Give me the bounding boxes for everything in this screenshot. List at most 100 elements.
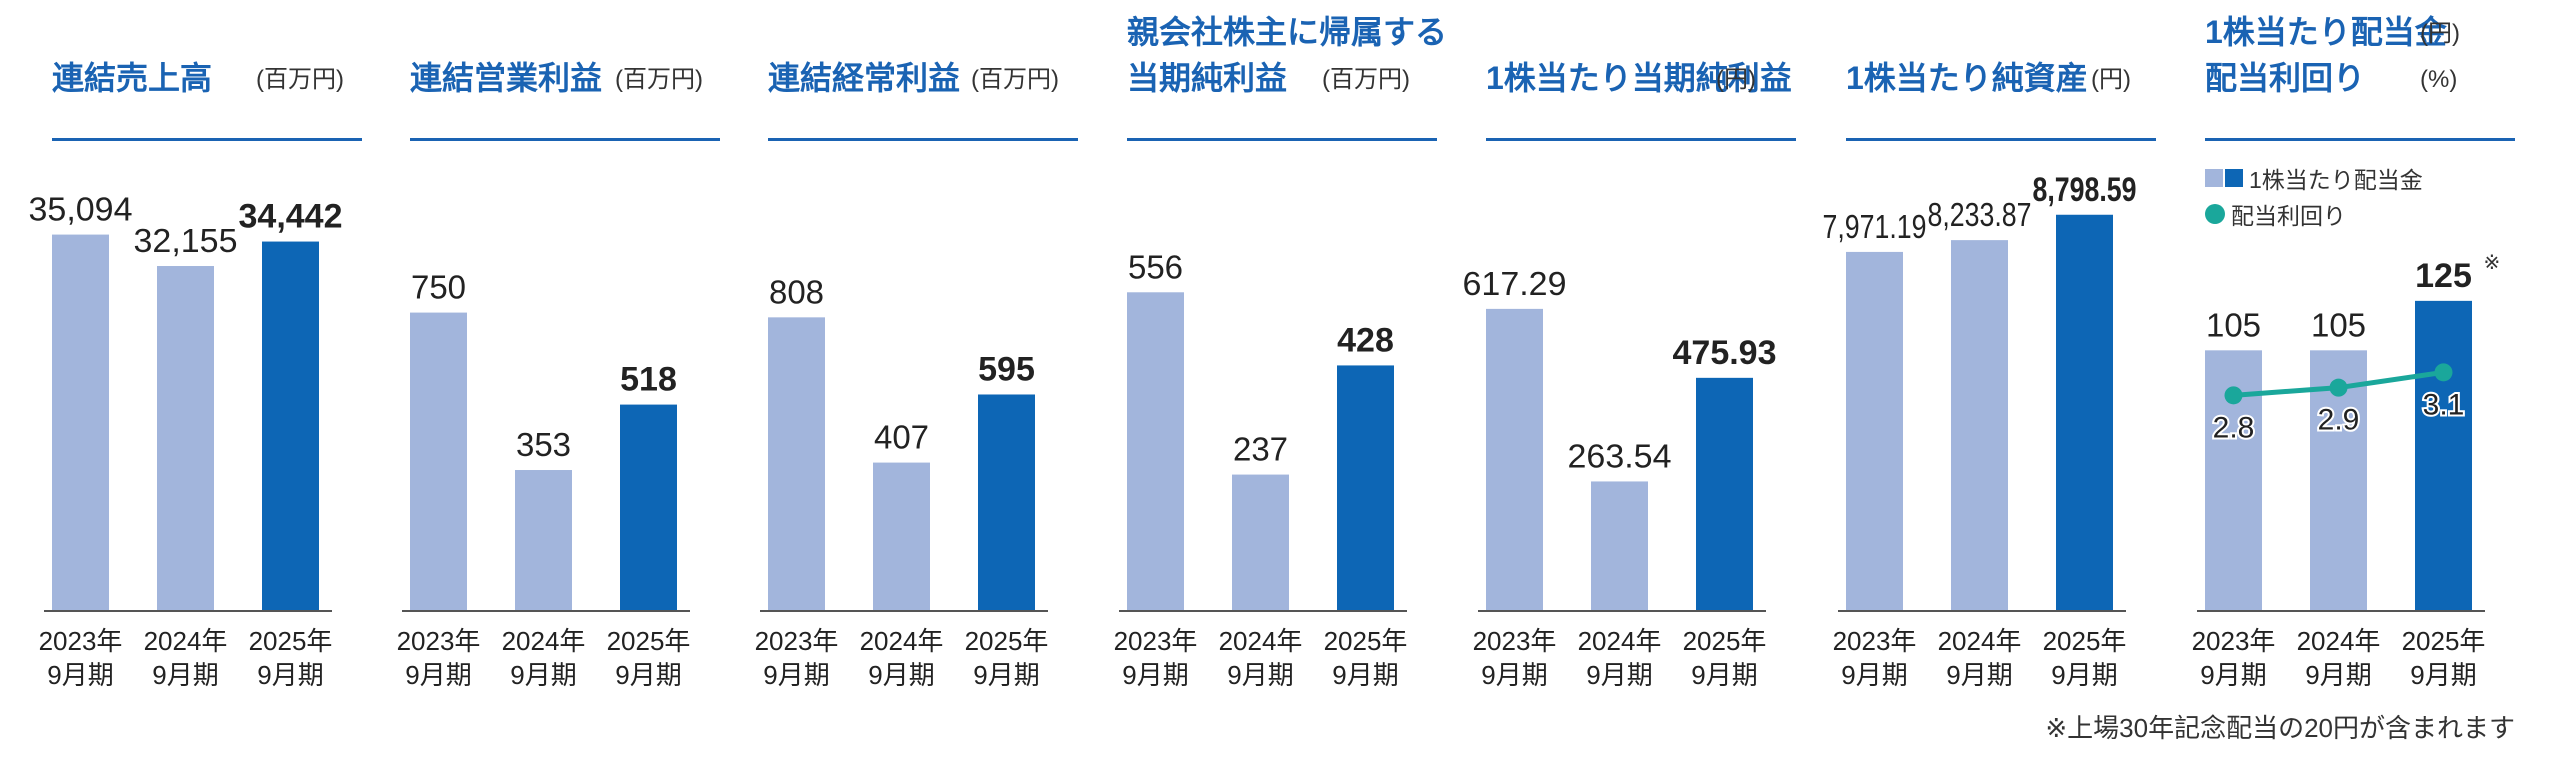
- x-tick-label: 2024年: [1219, 626, 1303, 656]
- bar-value-label: 595: [978, 350, 1035, 388]
- title-underline: [52, 138, 362, 141]
- x-tick-label: 9月期: [1691, 660, 1757, 690]
- chart-title: 1株当たり純資産 (円): [1846, 0, 2156, 130]
- bar-value-label: 475.93: [1673, 334, 1777, 372]
- yield-point: [2224, 386, 2243, 405]
- x-tick-label: 9月期: [1946, 660, 2012, 690]
- bar: [1337, 365, 1394, 610]
- chart-title-line: 当期純利益: [1127, 60, 1288, 96]
- x-tick-label: 9月期: [1332, 660, 1398, 690]
- bar: [262, 241, 319, 610]
- chart-title-line: 1株当たり純資産: [1846, 60, 2088, 96]
- chart-panel: 1株当たり当期純利益 (円) 617.29 2023年 9月期 263.54 2024年 9月…: [1463, 0, 1796, 700]
- chart-plot: 7,971.19 2023年 9月期 8,233.87 2024年 9月期 8,798.59…: [1823, 171, 2137, 690]
- chart-unit-label: (%): [2420, 66, 2458, 93]
- x-tick-label: 9月期: [615, 660, 681, 690]
- x-tick-label: 9月期: [2051, 660, 2117, 690]
- bar: [1486, 308, 1543, 610]
- bar: [2415, 300, 2472, 610]
- yield-point: [2329, 378, 2348, 397]
- x-tick-label: 9月期: [1841, 660, 1907, 690]
- bar-value-label: 353: [516, 426, 571, 463]
- chart-unit-label: (百万円): [1322, 66, 1410, 93]
- chart-title: 連結経常利益 (百万円): [768, 0, 1078, 130]
- chart-plot: 35,094 2023年 9月期 32,155 2024年 9月期 34,442 2025年 9…: [29, 191, 343, 690]
- x-tick-label: 2023年: [397, 626, 481, 656]
- x-tick-label: 9月期: [1122, 660, 1188, 690]
- x-tick-label: 2023年: [1833, 626, 1917, 656]
- bar-value-label: 8,233.87: [1928, 196, 2032, 233]
- yield-value-label: 2.9: [2318, 404, 2360, 437]
- chart-title: 1株当たり配当金 (円) 配当利回り (%): [2205, 0, 2515, 130]
- x-tick-label: 9月期: [1481, 660, 1547, 690]
- chart-title-line: 親会社株主に帰属する: [1127, 14, 1448, 50]
- x-tick-label: 2023年: [1473, 626, 1557, 656]
- chart-title-line: 連結売上高: [52, 60, 213, 96]
- bar: [873, 462, 930, 610]
- chart-plot: 105 2023年 9月期 105 2024年 9月期 125 ※ 2025年 9月期 2.8 2.9…: [2192, 252, 2501, 690]
- chart-unit-label: (円): [2420, 20, 2460, 47]
- title-underline: [1127, 138, 1437, 141]
- yield-value-label: 3.1: [2423, 388, 2465, 421]
- bar-value-label: 237: [1233, 431, 1288, 468]
- chart-unit-label: (円): [1716, 66, 1756, 93]
- chart-title-line: 1株当たり配当金: [2205, 14, 2447, 50]
- bar-value-label: 105: [2206, 306, 2261, 343]
- bar-note-mark: ※: [2484, 252, 2501, 274]
- chart-plot: 556 2023年 9月期 237 2024年 9月期 428 2025年 9月期: [1114, 248, 1408, 690]
- bar: [515, 470, 572, 610]
- chart-plot: 750 2023年 9月期 353 2024年 9月期 518 2025年 9月期: [397, 269, 691, 690]
- x-tick-label: 2025年: [1324, 626, 1408, 656]
- chart-title-line: 連結経常利益: [768, 60, 961, 96]
- x-tick-label: 2023年: [2192, 626, 2276, 656]
- x-tick-label: 9月期: [510, 660, 576, 690]
- x-tick-label: 2024年: [1578, 626, 1662, 656]
- legend-item-yield: 配当利回り: [2205, 196, 2423, 232]
- x-tick-label: 9月期: [868, 660, 934, 690]
- bar: [1951, 240, 2008, 610]
- chart-title-line: 配当利回り: [2205, 60, 2366, 96]
- bar-value-label: 556: [1128, 248, 1183, 285]
- chart-title: 連結営業利益 (百万円): [410, 0, 720, 130]
- yield-value-label: 2.8: [2213, 411, 2255, 444]
- bar: [978, 394, 1035, 610]
- x-tick-label: 9月期: [1586, 660, 1652, 690]
- chart-panel: 連結営業利益 (百万円) 750 2023年 9月期 353 2024年 9月期 518 2025…: [397, 0, 720, 700]
- x-tick-label: 2025年: [2043, 626, 2127, 656]
- x-tick-label: 9月期: [973, 660, 1039, 690]
- x-tick-label: 2024年: [502, 626, 586, 656]
- bar-value-label: 518: [620, 361, 677, 399]
- bar: [1232, 474, 1289, 610]
- title-underline: [1486, 138, 1796, 141]
- footnote: ※上場30年記念配当の20円が含まれます: [2045, 713, 2515, 743]
- chart-title-line: 1株当たり当期純利益: [1486, 60, 1792, 96]
- legend: 1株当たり配当金 配当利回り: [2205, 160, 2423, 232]
- chart-unit-label: (百万円): [971, 66, 1059, 93]
- bar: [1696, 377, 1753, 610]
- x-tick-label: 2023年: [755, 626, 839, 656]
- chart-title: 連結売上高 (百万円): [52, 0, 362, 130]
- bar-value-label: 617.29: [1463, 265, 1567, 302]
- bar-value-label: 808: [769, 273, 824, 310]
- bar-value-label: 34,442: [239, 198, 343, 236]
- bar: [1846, 251, 1903, 610]
- chart-unit-label: (円): [2091, 66, 2131, 93]
- chart-panel: 連結売上高 (百万円) 35,094 2023年 9月期 32,155 2024年 9月期 34…: [29, 0, 362, 700]
- x-tick-label: 9月期: [257, 660, 323, 690]
- bar-value-label: 125: [2415, 257, 2472, 295]
- chart-unit-label: (百万円): [256, 66, 344, 93]
- chart-panel: 1株当たり配当金 (円) 配当利回り (%) 105 2023年 9月期 105 2024年 9月…: [2192, 0, 2515, 700]
- x-tick-label: 2025年: [249, 626, 333, 656]
- title-underline: [2205, 138, 2515, 141]
- x-tick-label: 2024年: [144, 626, 228, 656]
- x-tick-label: 9月期: [1227, 660, 1293, 690]
- yield-point: [2434, 363, 2453, 382]
- x-tick-label: 9月期: [47, 660, 113, 690]
- chart-panel: 1株当たり純資産 (円) 7,971.19 2023年 9月期 8,233.87 2024年…: [1823, 0, 2156, 700]
- bar-value-label: 263.54: [1568, 437, 1672, 474]
- bar: [52, 234, 109, 610]
- bar-value-label: 750: [411, 269, 466, 306]
- chart-panel: 親会社株主に帰属する 当期純利益 (百万円) 556 2023年 9月期 237 2024年 9…: [1114, 0, 1447, 700]
- bar-value-label: 8,798.59: [2033, 171, 2137, 209]
- x-tick-label: 9月期: [2200, 660, 2266, 690]
